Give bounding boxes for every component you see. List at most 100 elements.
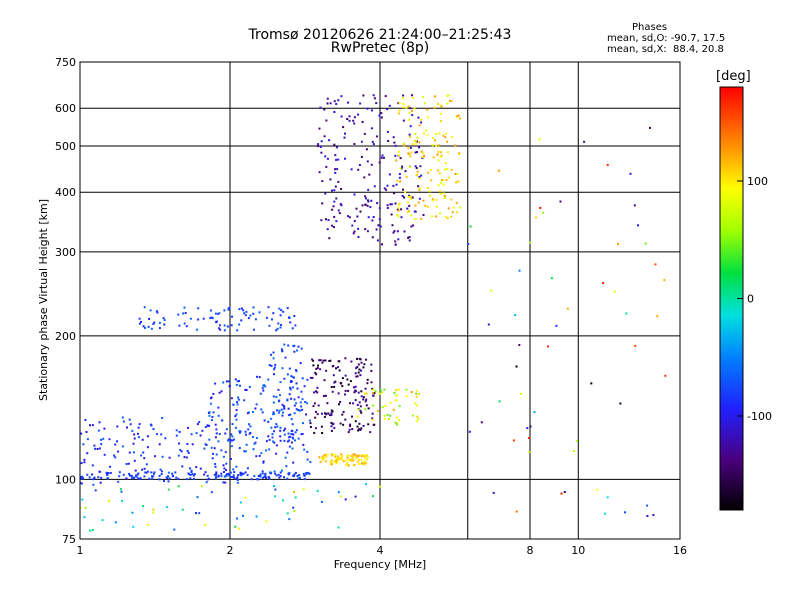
data-point [381, 243, 383, 246]
data-point [118, 471, 121, 474]
data-point [281, 367, 284, 370]
data-point [117, 480, 120, 483]
data-point [190, 471, 193, 473]
data-point [261, 387, 264, 390]
data-point [257, 475, 260, 477]
data-point [355, 375, 358, 378]
data-point [288, 393, 291, 396]
data-point [158, 474, 161, 477]
data-point [313, 402, 316, 405]
data-point [434, 139, 436, 142]
data-point [218, 391, 221, 394]
data-point [367, 423, 370, 426]
data-point [414, 151, 417, 154]
data-point [161, 470, 163, 473]
data-point [94, 489, 97, 492]
data-point [175, 434, 178, 437]
data-point [354, 399, 357, 402]
data-point [344, 157, 346, 160]
data-point [346, 464, 349, 467]
data-point [235, 418, 238, 421]
data-point [210, 309, 212, 312]
data-point [386, 204, 389, 207]
data-point [154, 455, 156, 458]
data-point [197, 307, 200, 310]
data-point [329, 359, 332, 362]
data-point [337, 526, 340, 529]
data-point [411, 94, 413, 97]
x-tick-label: 8 [527, 544, 534, 557]
data-point [122, 420, 125, 423]
data-point [334, 154, 337, 157]
data-point [162, 317, 165, 320]
data-point [330, 429, 333, 432]
data-point [144, 471, 147, 474]
data-point [347, 454, 349, 457]
data-point [397, 154, 400, 157]
data-point [629, 172, 632, 175]
data-point [238, 527, 241, 530]
data-point [358, 422, 361, 425]
chart-subtitle: RwPretec (8p) [330, 40, 430, 56]
data-point [339, 382, 342, 384]
data-point [283, 429, 285, 432]
data-point [396, 214, 399, 217]
data-point [381, 406, 384, 409]
data-point [344, 374, 347, 377]
data-point [313, 391, 316, 394]
data-point [329, 102, 332, 105]
data-point [177, 485, 180, 488]
data-point [283, 433, 286, 436]
data-point [319, 460, 322, 463]
data-point [286, 451, 289, 454]
data-point [415, 420, 418, 423]
data-point [365, 483, 367, 486]
data-point [428, 190, 431, 193]
data-point [96, 448, 99, 450]
data-point [442, 192, 445, 195]
data-point [439, 120, 442, 123]
data-point [356, 425, 359, 428]
data-point [454, 144, 457, 147]
data-point [258, 454, 261, 457]
data-point [167, 471, 170, 474]
data-point [364, 387, 367, 390]
data-point [352, 453, 355, 456]
data-point [646, 504, 649, 507]
data-point [514, 314, 517, 317]
data-point [418, 124, 421, 127]
data-point [315, 390, 317, 393]
data-point [444, 168, 447, 171]
data-point [215, 453, 218, 456]
data-point [366, 204, 369, 207]
data-point [379, 225, 382, 228]
data-point [324, 460, 327, 463]
data-point [88, 476, 91, 479]
data-point [152, 472, 155, 475]
data-point [318, 171, 321, 174]
data-point [363, 176, 366, 179]
data-point [198, 421, 201, 423]
data-point [338, 212, 341, 215]
data-point [254, 407, 257, 410]
data-point [255, 455, 258, 458]
data-point [332, 205, 335, 208]
data-point [240, 307, 243, 310]
data-point [217, 406, 220, 409]
data-point [314, 427, 317, 430]
data-point [359, 358, 362, 361]
data-point [325, 455, 328, 458]
data-point [184, 312, 187, 314]
data-point [219, 328, 222, 331]
data-point [337, 158, 340, 161]
data-point [278, 476, 281, 479]
data-point [268, 448, 271, 451]
data-point [397, 215, 400, 218]
data-point [269, 471, 271, 474]
data-point [279, 426, 282, 429]
data-point [398, 202, 401, 205]
data-point [277, 411, 280, 414]
data-point [254, 318, 257, 321]
data-point [390, 213, 393, 216]
data-point [353, 230, 356, 233]
